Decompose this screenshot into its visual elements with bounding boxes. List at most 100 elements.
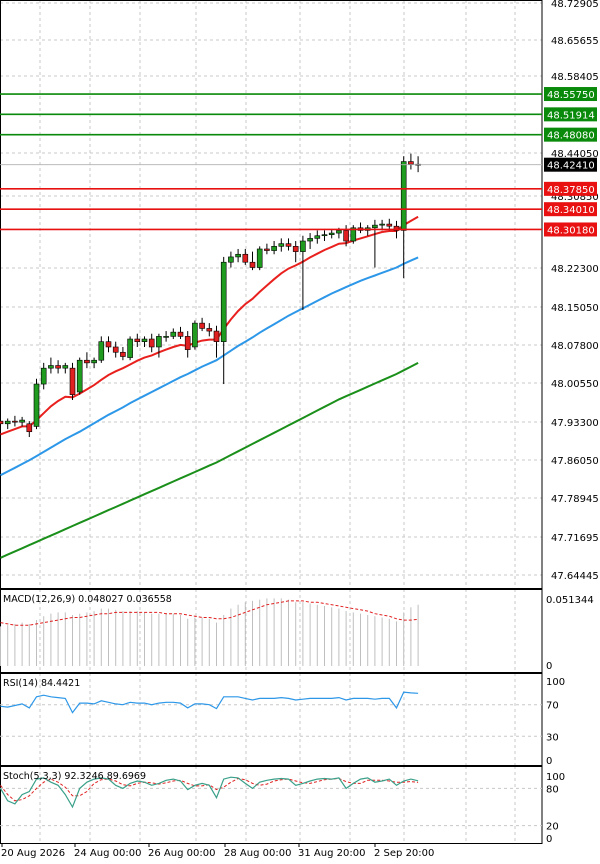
candle-bearish <box>199 322 205 329</box>
price-axis-label: 47.64445 <box>551 571 599 582</box>
stoch-axis-label: 20 <box>546 822 559 833</box>
candle-bearish <box>112 346 119 353</box>
macd-axis-label: 0 <box>546 661 552 672</box>
time-axis-label: 20 Aug 2026 <box>1 848 65 859</box>
candle-bullish <box>372 224 378 229</box>
price-axis-label: 48.07800 <box>551 341 599 352</box>
support-level-label: 48.34010 <box>547 205 595 216</box>
candle-bullish <box>321 234 328 237</box>
current-price-tag <box>544 157 597 172</box>
resistance-level-label: 48.51914 <box>547 110 595 121</box>
time-axis-label: 2 Sep 20:00 <box>374 848 434 859</box>
candle-bullish <box>19 419 25 423</box>
current-price-label: 48.42410 <box>547 161 595 172</box>
moving-average-blue-line <box>0 256 419 477</box>
candle-bullish <box>220 261 227 342</box>
candle-bearish <box>393 225 400 231</box>
candle-bearish <box>242 253 249 263</box>
support-level-label: 48.30180 <box>547 225 595 236</box>
candle-bearish <box>386 223 393 227</box>
price-axis-label: 47.71695 <box>551 533 599 544</box>
candle-bullish <box>141 338 148 342</box>
macd-title: MACD(12,26,9) 0.048027 0.036558 <box>3 594 172 605</box>
stoch-signal-line <box>0 777 419 802</box>
candle-bearish <box>292 246 299 252</box>
candle-bullish <box>4 420 11 425</box>
candle-bearish <box>264 248 270 251</box>
price-axis-label: 48.72905 <box>551 0 599 10</box>
candle-bearish <box>26 423 33 433</box>
support-level-label: 48.37850 <box>547 185 595 196</box>
support-level-tag <box>544 202 597 217</box>
resistance-level-label: 48.48080 <box>547 131 595 142</box>
candle-bearish <box>408 161 414 165</box>
candle-bullish <box>76 359 83 393</box>
time-axis-label: 28 Aug 00:00 <box>224 848 291 859</box>
price-axis-label: 47.78945 <box>551 494 599 505</box>
candle-bullish <box>307 238 313 242</box>
stoch-axis-label: 100 <box>546 772 565 783</box>
candle-bearish <box>120 351 126 357</box>
candle-bearish <box>69 367 76 395</box>
candle-bullish <box>228 256 234 263</box>
price-axis-label: 48.58405 <box>551 72 599 83</box>
resistance-level-tag <box>544 87 597 102</box>
candle-bullish <box>271 246 277 251</box>
candle-bullish <box>328 232 335 235</box>
candle-bearish <box>55 365 61 369</box>
time-axis-label: 24 Aug 00:00 <box>74 848 141 859</box>
time-axis-label: 26 Aug 00:00 <box>148 848 215 859</box>
candle-bearish <box>249 261 256 268</box>
macd-axis-label: 0.051344 <box>546 595 594 606</box>
rsi-axis-label: 0 <box>546 756 552 767</box>
price-axis-label: 48.00550 <box>551 379 599 390</box>
rsi-axis-label: 30 <box>546 732 559 743</box>
candle-bearish <box>285 243 292 247</box>
resistance-level-label: 48.55750 <box>547 90 595 101</box>
candle-bullish <box>62 365 69 369</box>
stoch-axis-label: 0 <box>546 834 552 845</box>
rsi-axis-label: 70 <box>546 701 559 712</box>
candle-bullish <box>48 365 54 369</box>
price-axis-label: 48.30850 <box>551 192 599 203</box>
candle-bullish <box>40 367 47 385</box>
candle-bearish <box>206 328 213 332</box>
candle-bullish <box>278 243 285 247</box>
price-axis-label: 48.44050 <box>551 149 599 160</box>
macd-signal-line <box>0 600 419 626</box>
support-level-tag <box>544 181 597 196</box>
candle-bullish <box>170 331 177 337</box>
candle-bullish <box>156 336 162 348</box>
stoch-title: Stoch(5,3,3) 92.3246 89.6969 <box>3 771 146 782</box>
time-axis-label: 31 Aug 20:00 <box>298 848 365 859</box>
resistance-level-tag <box>544 127 597 142</box>
stoch-axis-label: 80 <box>546 784 559 795</box>
resistance-level-tag <box>544 107 597 122</box>
price-axis-label: 48.15050 <box>551 303 599 314</box>
candle-bullish <box>350 227 357 242</box>
candle-bullish <box>379 223 385 226</box>
candle-bearish <box>343 230 349 242</box>
rsi-axis-label: 100 <box>546 677 565 688</box>
price-axis-label: 48.22300 <box>551 264 599 275</box>
moving-average-red-line <box>0 215 419 436</box>
support-level-tag <box>544 222 597 237</box>
candle-bullish <box>33 383 40 427</box>
price-axis-label: 47.93300 <box>551 418 599 429</box>
rsi-line <box>0 691 419 714</box>
candle-bullish <box>336 230 342 234</box>
candle-bearish <box>177 331 184 337</box>
candle-bearish <box>84 359 90 364</box>
price-axis-label: 48.65655 <box>551 36 599 47</box>
stoch-main-line <box>0 776 419 809</box>
price-axis-label: 47.86050 <box>551 456 599 467</box>
candle-bearish <box>184 336 191 350</box>
candle-bearish <box>105 341 112 348</box>
candle-bullish <box>235 253 241 258</box>
candle-bullish <box>256 248 263 268</box>
candle-bullish <box>300 240 306 252</box>
candle-bullish <box>127 338 133 358</box>
candle-bearish <box>0 420 4 425</box>
